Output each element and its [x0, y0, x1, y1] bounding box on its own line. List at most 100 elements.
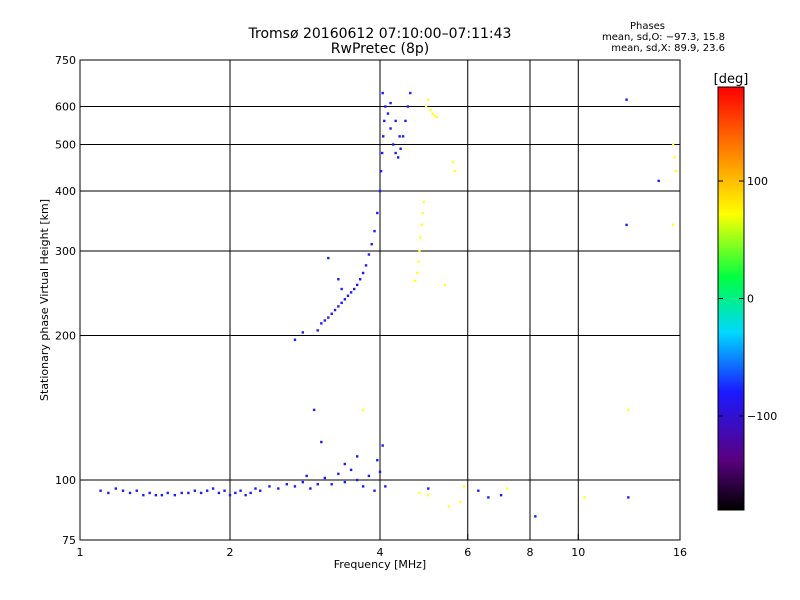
phases-summary: Phases mean, sd,O: −97.3, 15.8 mean, sd,…	[570, 21, 725, 54]
data-point	[249, 491, 252, 495]
phases-x-mode: mean, sd,X: 89.9, 23.6	[611, 43, 725, 54]
data-point	[627, 408, 630, 412]
data-point	[399, 147, 402, 150]
data-point	[268, 485, 271, 488]
y-tick-label: 200	[55, 330, 76, 343]
data-point	[128, 491, 132, 495]
data-point	[340, 287, 343, 291]
data-point	[583, 496, 586, 499]
data-point	[316, 483, 319, 486]
data-point	[671, 143, 675, 146]
grid-lines	[80, 60, 680, 540]
data-point	[435, 116, 438, 119]
data-point	[355, 455, 359, 458]
data-point	[346, 294, 350, 297]
data-point	[142, 493, 145, 497]
colorbar-tick-label: −100	[747, 410, 777, 423]
data-point	[349, 291, 353, 294]
data-point	[367, 253, 371, 256]
data-point	[364, 264, 368, 267]
data-points	[99, 91, 678, 518]
y-axis-title: Stationary phase Virtual Height [km]	[38, 199, 51, 401]
data-point	[340, 301, 343, 305]
y-tick-label: 500	[55, 139, 76, 152]
axis-ticks: 1 2 4 6 8 10 16 75 100 200 300 400 500 600 750	[55, 54, 687, 559]
data-point	[160, 493, 164, 497]
data-point	[114, 487, 118, 490]
data-point	[477, 489, 480, 492]
data-point	[381, 444, 384, 447]
chart-title-line-2: RwPretec (8p)	[330, 41, 430, 57]
data-point	[293, 338, 297, 341]
data-point	[505, 487, 509, 490]
data-point	[343, 298, 347, 301]
data-point	[99, 489, 102, 492]
data-point	[429, 108, 432, 112]
data-point	[330, 483, 333, 486]
data-point	[462, 485, 466, 488]
data-point	[323, 476, 327, 480]
data-point	[244, 493, 247, 497]
data-point	[337, 305, 340, 308]
data-point	[625, 98, 628, 101]
data-point	[406, 105, 410, 108]
data-point	[277, 487, 280, 490]
data-point	[187, 491, 190, 495]
data-point	[421, 211, 424, 215]
colorbar-tick-label: 0	[747, 293, 754, 306]
data-point	[217, 491, 221, 495]
data-point	[382, 135, 385, 138]
y-tick-label: 400	[55, 185, 76, 198]
data-point	[373, 229, 376, 233]
x-tick-label: 10	[571, 546, 585, 559]
data-point	[396, 156, 400, 159]
data-point	[333, 308, 337, 312]
data-point	[381, 91, 384, 95]
data-point	[657, 179, 660, 183]
data-point	[316, 329, 319, 332]
data-point	[327, 256, 330, 260]
data-point	[487, 496, 490, 499]
data-point	[330, 312, 333, 315]
data-point	[154, 493, 158, 497]
data-point	[409, 91, 412, 95]
y-tick-label: 100	[55, 474, 76, 487]
data-point	[394, 151, 397, 155]
data-point	[379, 169, 383, 173]
data-point	[404, 119, 407, 123]
data-point	[380, 151, 384, 155]
data-point	[534, 515, 537, 518]
data-point	[376, 211, 379, 215]
data-point	[223, 489, 226, 492]
data-point	[378, 470, 382, 474]
x-tick-label: 16	[673, 546, 687, 559]
data-point	[427, 98, 430, 101]
data-point	[361, 485, 365, 488]
data-point	[394, 119, 397, 123]
data-point	[453, 169, 456, 173]
data-point	[384, 105, 387, 108]
data-point	[418, 249, 421, 253]
data-point	[173, 493, 177, 497]
data-point	[386, 112, 390, 115]
phases-heading: Phases	[629, 21, 666, 32]
data-point	[352, 287, 356, 291]
data-point	[355, 283, 359, 287]
data-point	[199, 491, 203, 495]
data-point	[447, 505, 451, 508]
data-point	[499, 493, 503, 497]
data-point	[355, 478, 359, 482]
data-point	[358, 278, 362, 281]
data-point	[422, 200, 426, 203]
data-point	[323, 319, 327, 322]
data-point	[309, 487, 312, 490]
x-axis-title: Frequency [MHz]	[334, 558, 426, 571]
data-point	[384, 485, 387, 488]
data-point	[361, 271, 365, 275]
data-point	[398, 135, 401, 138]
data-point	[180, 491, 183, 495]
x-tick-label: 4	[377, 546, 384, 559]
data-point	[121, 489, 125, 492]
data-point	[349, 468, 353, 472]
